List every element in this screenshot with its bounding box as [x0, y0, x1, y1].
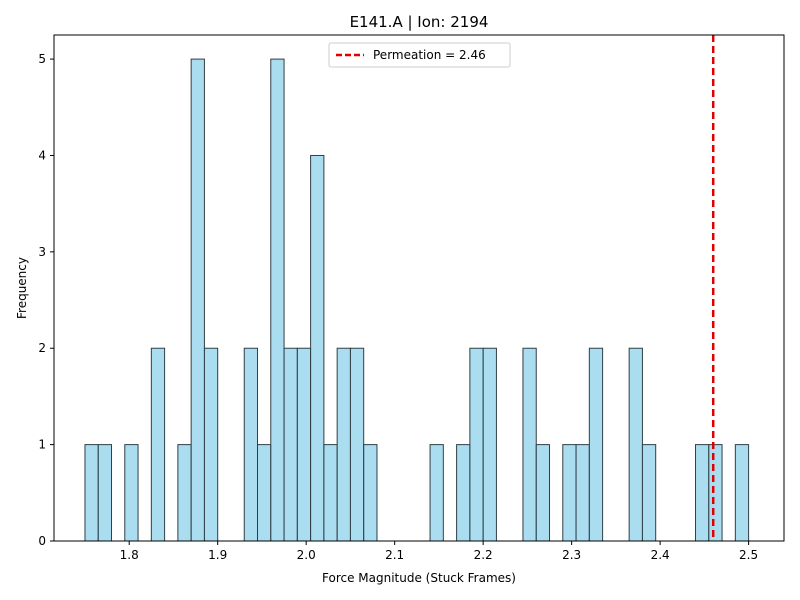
histogram-bar [150, 347, 166, 542]
histogram-bar [363, 444, 378, 542]
x-axis-ticks: 1.8 1.9 2.0 2.1 2.2 2.3 2.4 2.5 [120, 541, 758, 562]
histogram-bar [203, 347, 219, 542]
y-tick-label: 5 [38, 52, 46, 66]
histogram-bar [522, 347, 537, 542]
x-tick-label: 1.8 [120, 548, 139, 562]
chart-legend: Permeation = 2.46 [328, 42, 511, 68]
plot-frame [53, 34, 785, 542]
histogram-bar [641, 444, 657, 542]
histogram-bar [336, 347, 351, 542]
histogram-bar [456, 444, 471, 542]
histogram-bar [84, 444, 99, 542]
x-tick-label: 2.1 [385, 548, 404, 562]
histogram-bar [695, 444, 710, 542]
x-tick-label: 2.3 [562, 548, 581, 562]
histogram-bar [310, 154, 325, 542]
histogram-bars [84, 58, 750, 542]
y-tick-label: 4 [38, 148, 46, 162]
x-tick-label: 2.4 [651, 548, 670, 562]
histogram-bar [97, 444, 113, 542]
histogram-bar [296, 347, 312, 542]
histogram-bar [482, 347, 497, 542]
histogram-bar [283, 347, 298, 542]
histogram-bar [270, 58, 285, 542]
histogram-bar [535, 444, 551, 542]
y-tick-label: 2 [38, 341, 46, 355]
y-tick-label: 1 [38, 438, 46, 452]
histogram-bar [588, 347, 604, 542]
histogram-bar [734, 444, 750, 542]
y-tick-label: 0 [38, 534, 46, 548]
histogram-bar [628, 347, 643, 542]
x-tick-label: 2.5 [739, 548, 758, 562]
histogram-bar [177, 444, 192, 542]
histogram-bar [124, 444, 139, 542]
histogram-bar [562, 444, 577, 542]
histogram-bar [190, 58, 205, 542]
y-axis-ticks: 0 1 2 3 4 5 [38, 52, 54, 548]
histogram-bar [575, 444, 590, 542]
histogram-bar [469, 347, 484, 542]
histogram-bar [323, 444, 338, 542]
legend-box [328, 42, 511, 68]
x-tick-label: 2.2 [474, 548, 493, 562]
x-axis-label: Force Magnitude (Stuck Frames) [322, 571, 516, 585]
histogram-bar [349, 347, 365, 542]
y-tick-label: 3 [38, 245, 46, 259]
histogram-bar [243, 347, 259, 542]
x-tick-label: 1.9 [208, 548, 227, 562]
chart-title: E141.A | Ion: 2194 [350, 13, 489, 31]
histogram-bar [257, 444, 272, 542]
histogram-bar [708, 444, 723, 542]
legend-reference-label: Permeation = 2.46 [373, 48, 486, 62]
y-axis-label: Frequency [15, 257, 29, 319]
histogram-bar [429, 444, 444, 542]
x-tick-label: 2.0 [297, 548, 316, 562]
